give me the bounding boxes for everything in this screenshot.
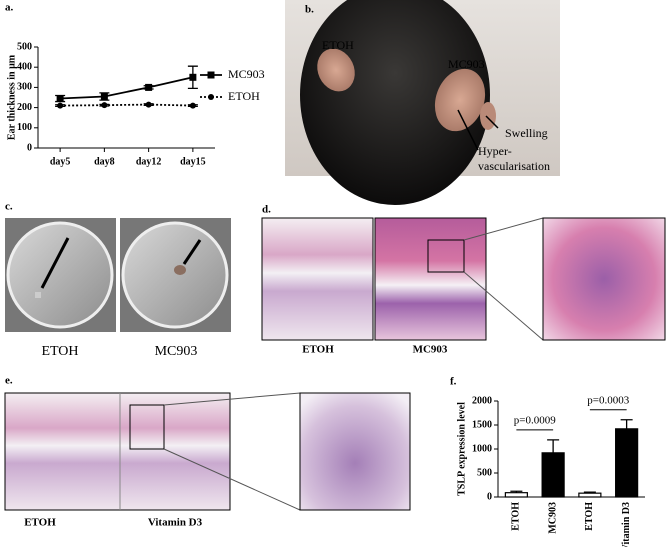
arrow	[457, 109, 479, 151]
photo-label: MC903	[448, 57, 485, 71]
photo-b: ETOH MC903 Swelling Hyper- vascularisati…	[285, 0, 560, 205]
photo-label: Hyper-	[478, 144, 512, 158]
ear-sample	[174, 265, 186, 275]
y-tick-label: 1000	[472, 443, 492, 454]
x-tick-label: day5	[50, 156, 71, 167]
bar	[615, 428, 639, 498]
legend-marker	[208, 94, 214, 100]
dish	[121, 221, 229, 329]
y-tick-label: 0	[487, 491, 492, 502]
y-tick-label: 200	[17, 102, 32, 113]
photo-caption: MC903	[155, 344, 198, 359]
y-tick-label: 500	[477, 467, 492, 478]
series-line	[60, 103, 193, 107]
bar	[541, 452, 565, 498]
y-axis-label: Ear thickness in μm	[6, 54, 17, 140]
photo-label: vascularisation	[478, 159, 550, 173]
legend-label: ETOH	[228, 89, 260, 103]
zoom-line	[163, 392, 301, 406]
series-line	[60, 76, 194, 100]
histology-image	[4, 392, 231, 511]
bar	[578, 492, 602, 498]
panel-label: b.	[305, 4, 314, 16]
histology-e: ETOH Vitamin D3	[4, 392, 411, 529]
photo-label: ETOH	[322, 38, 354, 52]
x-tick-label: day15	[180, 156, 206, 167]
zoom-image	[542, 217, 666, 341]
ear-left	[317, 48, 355, 92]
marker	[145, 101, 152, 108]
marker	[100, 92, 108, 100]
y-tick-label: 500	[17, 41, 32, 52]
photo-caption: ETOH	[41, 344, 78, 359]
x-tick-label: day8	[94, 156, 115, 167]
marker	[189, 102, 196, 109]
panel-label: a.	[5, 2, 14, 14]
marker	[101, 102, 108, 109]
significance-label: p=0.0003	[587, 394, 629, 406]
zoom-box	[129, 404, 165, 450]
y-tick-label: 2000	[472, 395, 492, 406]
zoom-box	[427, 239, 465, 273]
arrow	[485, 115, 499, 129]
ear-right	[434, 68, 486, 132]
zoom-line	[163, 448, 301, 511]
significance-label: p=0.0009	[514, 414, 556, 426]
zoom-image	[299, 392, 411, 511]
marker	[56, 95, 64, 103]
arrow	[182, 239, 202, 265]
x-tick-label: day12	[136, 156, 162, 167]
marker	[145, 83, 153, 91]
histology-image	[374, 217, 487, 341]
dish	[6, 221, 114, 329]
histology-caption: Vitamin D3	[148, 517, 203, 529]
zoom-line	[463, 217, 544, 241]
y-tick-label: 0	[27, 142, 32, 153]
y-tick-label: 100	[17, 122, 32, 133]
histology-caption: ETOH	[302, 344, 334, 356]
x-tick-label: MC903	[547, 502, 558, 534]
photo-c: ETOH MC903	[5, 218, 231, 359]
y-tick-label: 400	[17, 61, 32, 72]
arrow	[40, 237, 70, 289]
legend-label: MC903	[228, 67, 265, 81]
histology-image	[261, 217, 374, 341]
panel-label: d.	[262, 204, 271, 216]
panel-label: e.	[5, 375, 13, 387]
error-bar	[620, 419, 633, 429]
panel-label: f.	[450, 376, 457, 388]
x-tick-label: ETOH	[511, 502, 522, 531]
y-tick-label: 1500	[472, 419, 492, 430]
histology-caption: ETOH	[24, 517, 56, 529]
photo-label: Swelling	[505, 126, 548, 140]
histology-d: ETOH MC903	[261, 217, 666, 356]
mouse-body	[300, 0, 490, 205]
histology-caption: MC903	[413, 344, 448, 356]
y-tick-label: 300	[17, 82, 32, 93]
x-tick-label: Vitamin D3	[621, 502, 632, 547]
marker	[189, 73, 197, 81]
bar	[504, 492, 528, 498]
marker	[57, 102, 64, 109]
y-axis-label: TSLP expression level	[456, 402, 467, 496]
legend-marker	[207, 71, 215, 79]
ear-swelling	[480, 102, 496, 130]
zoom-line	[463, 271, 544, 341]
ear-sample	[35, 292, 41, 298]
x-tick-label: ETOH	[584, 502, 595, 531]
panel-label: c.	[5, 201, 13, 213]
error-bar	[547, 439, 560, 453]
